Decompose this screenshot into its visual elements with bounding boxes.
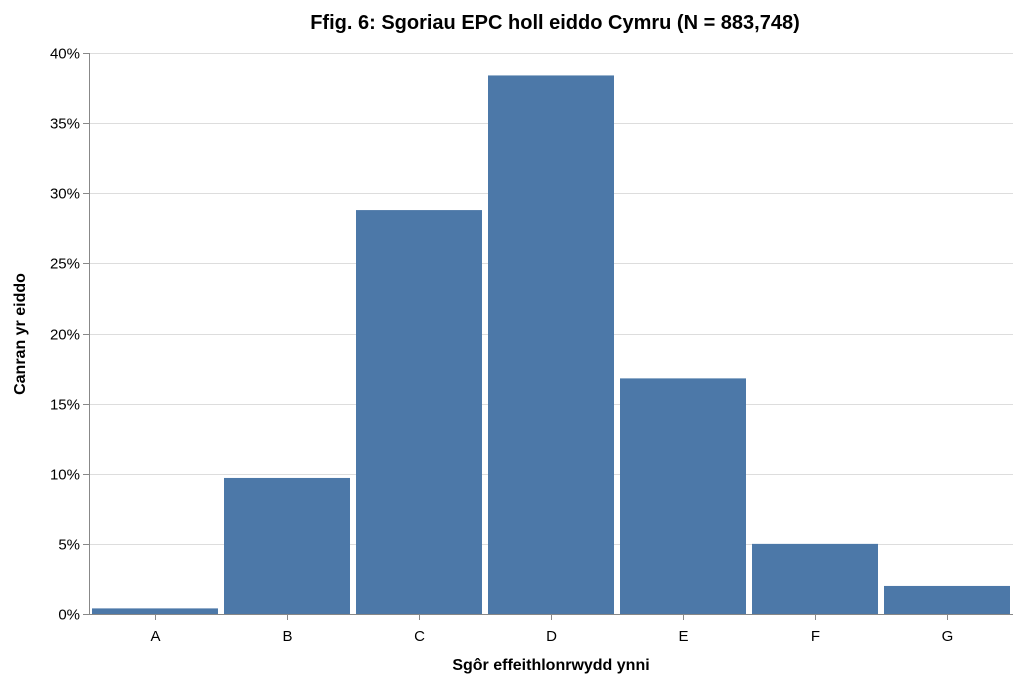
bar-E [620,378,746,614]
y-tick-label: 5% [58,537,80,554]
y-tick-label: 0% [58,607,80,624]
bar-D [488,75,614,614]
y-axis: 0% 5% 10% 15% 20% 25% 30% 35% 40% [50,46,90,624]
y-tick-label: 35% [50,116,80,133]
x-tick-label: F [811,628,820,645]
bar-F [752,543,878,614]
bars [92,75,1010,614]
y-axis-title: Canran yr eiddo [12,273,29,395]
x-tick-label: G [942,628,954,645]
bar-C [356,210,482,614]
y-tick-label: 40% [50,46,80,63]
x-tick-label: A [150,628,160,645]
y-tick-label: 20% [50,327,80,344]
y-tick-label: 30% [50,186,80,203]
bar-G [884,585,1010,614]
y-tick-label: 10% [50,467,80,484]
x-tick-label: D [546,628,557,645]
y-tick-label: 25% [50,256,80,273]
x-axis: A B C D E F G [89,614,1013,645]
bar-B [224,477,350,614]
x-axis-title: Sgôr effeithlonrwydd ynni [452,657,649,674]
chart-title: Ffig. 6: Sgoriau EPC holl eiddo Cymru (N… [310,12,800,34]
x-tick-label: E [678,628,688,645]
x-tick-label: B [282,628,292,645]
x-tick-label: C [414,628,425,645]
bar-A [92,608,218,614]
y-tick-label: 15% [50,397,80,414]
